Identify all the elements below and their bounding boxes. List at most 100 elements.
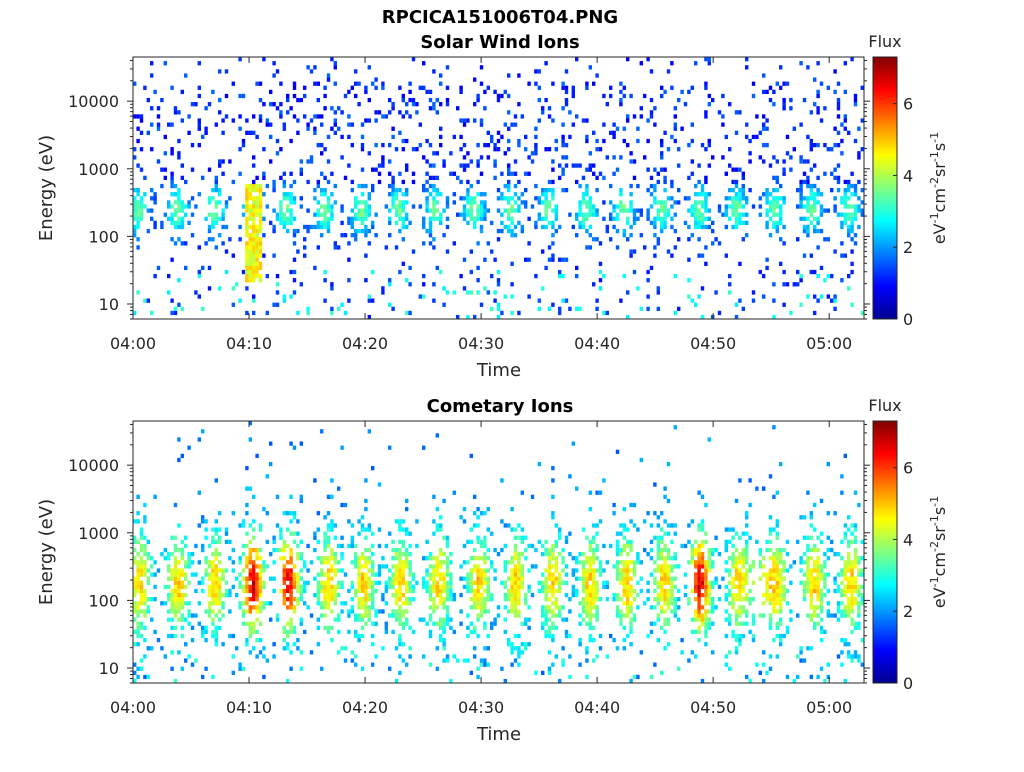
- heatmap-cell: [585, 204, 588, 208]
- heatmap-cell: [221, 213, 224, 217]
- heatmap-cell: [769, 667, 772, 671]
- heatmap-cell: [327, 135, 330, 139]
- heatmap-cell: [589, 589, 592, 593]
- heatmap-cell: [694, 208, 697, 212]
- heatmap-cell: [823, 106, 826, 110]
- heatmap-cell: [527, 217, 530, 221]
- heatmap-cell: [255, 630, 258, 634]
- heatmap-cell: [725, 208, 728, 212]
- heatmap-cell: [742, 176, 745, 180]
- heatmap-cell: [463, 155, 466, 159]
- heatmap-cell: [561, 560, 564, 564]
- heatmap-cell: [470, 597, 473, 601]
- heatmap-cell: [694, 225, 697, 229]
- heatmap-cell: [510, 507, 513, 511]
- heatmap-cell: [211, 618, 214, 622]
- heatmap-cell: [701, 622, 704, 626]
- heatmap-cell: [136, 200, 139, 204]
- heatmap-cell: [408, 601, 411, 605]
- heatmap-cell: [599, 147, 602, 151]
- heatmap-cell: [697, 163, 700, 167]
- heatmap-cell: [174, 585, 177, 589]
- heatmap-cell: [170, 192, 173, 196]
- heatmap-cell: [572, 123, 575, 127]
- heatmap-cell: [840, 568, 843, 572]
- heatmap-cell: [483, 581, 486, 585]
- heatmap-cell: [252, 262, 255, 266]
- heatmap-cell: [283, 123, 286, 127]
- heatmap-cell: [395, 613, 398, 617]
- heatmap-cell: [663, 217, 666, 221]
- heatmap-cell: [687, 90, 690, 94]
- heatmap-cell: [592, 282, 595, 286]
- heatmap-cell: [368, 229, 371, 233]
- heatmap-cell: [283, 630, 286, 634]
- heatmap-cell: [402, 221, 405, 225]
- heatmap-cell: [782, 560, 785, 564]
- heatmap-cell: [619, 622, 622, 626]
- heatmap-cell: [799, 274, 802, 278]
- heatmap-cell: [204, 127, 207, 131]
- heatmap-cell: [187, 552, 190, 556]
- heatmap-cell: [354, 69, 357, 73]
- heatmap-cell: [177, 139, 180, 143]
- heatmap-cell: [221, 572, 224, 576]
- heatmap-cell: [752, 622, 755, 626]
- heatmap-cell: [436, 98, 439, 102]
- heatmap-cell: [813, 577, 816, 581]
- heatmap-cell: [201, 429, 204, 433]
- heatmap-cell: [150, 106, 153, 110]
- heatmap-cell: [242, 139, 245, 143]
- heatmap-cell: [391, 572, 394, 576]
- heatmap-cell: [595, 73, 598, 77]
- heatmap-cell: [235, 282, 238, 286]
- heatmap-cell: [306, 159, 309, 163]
- heatmap-cell: [674, 425, 677, 429]
- heatmap-cell: [616, 593, 619, 597]
- heatmap-cell: [249, 597, 252, 601]
- heatmap-cell: [854, 552, 857, 556]
- heatmap-cell: [674, 532, 677, 536]
- heatmap-cell: [425, 172, 428, 176]
- heatmap-cell: [701, 192, 704, 196]
- heatmap-cell: [446, 98, 449, 102]
- heatmap-cell: [228, 196, 231, 200]
- heatmap-cell: [320, 572, 323, 576]
- heatmap-cell: [215, 478, 218, 482]
- heatmap-cell: [259, 82, 262, 86]
- heatmap-cell: [636, 552, 639, 556]
- heatmap-cell: [221, 642, 224, 646]
- heatmap-cell: [857, 127, 860, 131]
- heatmap-cell: [653, 597, 656, 601]
- heatmap-cell: [765, 192, 768, 196]
- heatmap-cell: [507, 127, 510, 131]
- heatmap-cell: [657, 200, 660, 204]
- heatmap-cell: [259, 237, 262, 241]
- heatmap-cell: [813, 77, 816, 81]
- heatmap-cell: [249, 245, 252, 249]
- heatmap-cell: [789, 609, 792, 613]
- heatmap-cell: [544, 548, 547, 552]
- heatmap-cell: [850, 532, 853, 536]
- heatmap-cell: [170, 217, 173, 221]
- heatmap-cell: [776, 180, 779, 184]
- heatmap-cell: [347, 278, 350, 282]
- heatmap-cell: [283, 196, 286, 200]
- heatmap-cell: [711, 560, 714, 564]
- heatmap-cell: [364, 536, 367, 540]
- heatmap-cell: [283, 626, 286, 630]
- heatmap-cell: [385, 589, 388, 593]
- heatmap-cell: [653, 511, 656, 515]
- heatmap-cell: [650, 184, 653, 188]
- heatmap-cell: [677, 597, 680, 601]
- heatmap-cell: [395, 564, 398, 568]
- heatmap-cell: [599, 270, 602, 274]
- heatmap-cell: [340, 552, 343, 556]
- heatmap-cell: [140, 667, 143, 671]
- heatmap-cell: [303, 630, 306, 634]
- heatmap-cell: [670, 196, 673, 200]
- heatmap-cell: [521, 585, 524, 589]
- heatmap-cell: [136, 568, 139, 572]
- heatmap-cell: [555, 560, 558, 564]
- heatmap-cell: [249, 270, 252, 274]
